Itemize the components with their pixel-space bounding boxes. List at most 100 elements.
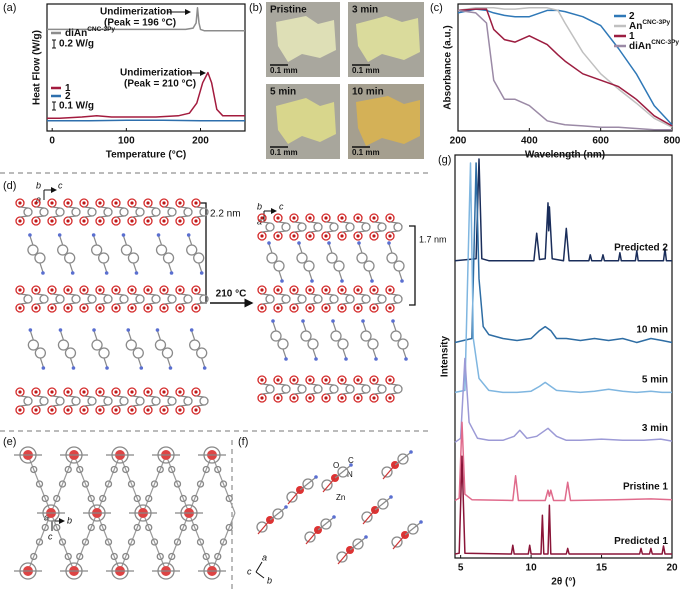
x-tick-label: 5 <box>458 563 464 574</box>
bond <box>179 206 189 209</box>
bond <box>341 293 351 296</box>
atom-ring <box>307 338 319 350</box>
axis-letter: c <box>58 180 63 190</box>
bond <box>261 293 271 296</box>
bond <box>317 517 334 531</box>
bond <box>67 404 77 407</box>
bond <box>127 330 132 341</box>
atom <box>356 378 360 382</box>
bond <box>119 454 144 514</box>
atom <box>292 288 296 292</box>
bond <box>349 537 366 551</box>
atom <box>18 390 22 394</box>
atom-ring <box>23 396 33 406</box>
atom-ring <box>81 538 90 546</box>
atom <box>260 378 264 382</box>
x-tick-label: 200 <box>450 136 467 147</box>
atom-ring <box>167 207 177 217</box>
atom <box>267 241 271 245</box>
atom-ring <box>297 384 307 394</box>
atom-ring <box>135 294 145 304</box>
atom <box>66 201 70 205</box>
atom-ring <box>286 491 298 503</box>
bond <box>69 357 75 368</box>
atom <box>199 271 204 275</box>
bond <box>131 293 141 296</box>
spacing-bracket <box>409 225 416 306</box>
atom-label: N <box>347 470 353 479</box>
bond <box>272 321 277 332</box>
atom <box>308 234 312 238</box>
atom-ring <box>64 552 72 561</box>
atom-ring <box>30 465 38 474</box>
bond <box>67 206 77 209</box>
atom-ring <box>110 552 118 561</box>
atom-ring <box>156 465 164 474</box>
atom <box>82 390 86 394</box>
atom <box>178 306 182 310</box>
bond <box>373 293 383 296</box>
bond <box>131 206 141 209</box>
atom <box>372 396 376 400</box>
bond <box>211 512 236 572</box>
atom-ring <box>41 523 49 532</box>
bond <box>305 529 319 545</box>
atom <box>324 234 328 238</box>
atom-ring <box>167 396 177 406</box>
bond <box>293 293 303 296</box>
atom-ring <box>329 294 339 304</box>
legend-name: diAn <box>629 41 651 52</box>
bond <box>137 357 142 368</box>
bond <box>51 206 61 209</box>
atom-ring <box>196 480 205 488</box>
glyph-line <box>255 571 265 579</box>
x-tick-label: 15 <box>596 563 608 574</box>
atom-ring <box>71 294 81 304</box>
atom-ring <box>87 396 97 406</box>
legend-name: Predicted 1 <box>614 536 668 547</box>
legend-name: 2 <box>65 91 71 102</box>
legend-name: 3 min <box>642 423 668 434</box>
atom <box>130 201 134 205</box>
atom <box>168 366 173 370</box>
atom-ring <box>225 494 233 503</box>
atom <box>194 288 198 292</box>
bond <box>293 392 303 395</box>
atom <box>297 241 301 245</box>
bond <box>51 215 61 218</box>
atom-ring <box>76 465 84 474</box>
bond <box>309 383 319 386</box>
atom <box>409 450 413 454</box>
atom <box>178 390 182 394</box>
photo-tile: Pristine 0.1 mm <box>266 2 340 77</box>
atom-ring <box>196 347 208 359</box>
scale-label: 0.1 mm <box>270 66 298 75</box>
bond <box>257 519 271 535</box>
atom <box>400 279 404 283</box>
atom-ring <box>281 294 291 304</box>
atom-ring <box>39 207 49 217</box>
bond <box>338 270 343 281</box>
atom-ring <box>132 347 144 359</box>
atom-ring <box>151 294 161 304</box>
bond <box>332 321 337 332</box>
atom-ring <box>303 260 315 272</box>
atom-ring <box>333 260 345 272</box>
atom <box>50 390 54 394</box>
atom-ring <box>336 551 348 563</box>
data-line <box>457 8 673 127</box>
atom <box>404 357 408 361</box>
bond <box>142 512 167 572</box>
atom <box>162 288 166 292</box>
atom-ring <box>87 523 95 532</box>
atom-ring <box>313 222 323 232</box>
atom <box>41 271 45 275</box>
atom-ring <box>199 396 209 406</box>
atom-ring <box>345 294 355 304</box>
atom-ring <box>104 538 113 546</box>
bond <box>147 293 157 296</box>
atom-ring <box>104 480 113 488</box>
bond <box>293 221 303 224</box>
bond <box>35 302 45 305</box>
bond <box>99 302 109 305</box>
